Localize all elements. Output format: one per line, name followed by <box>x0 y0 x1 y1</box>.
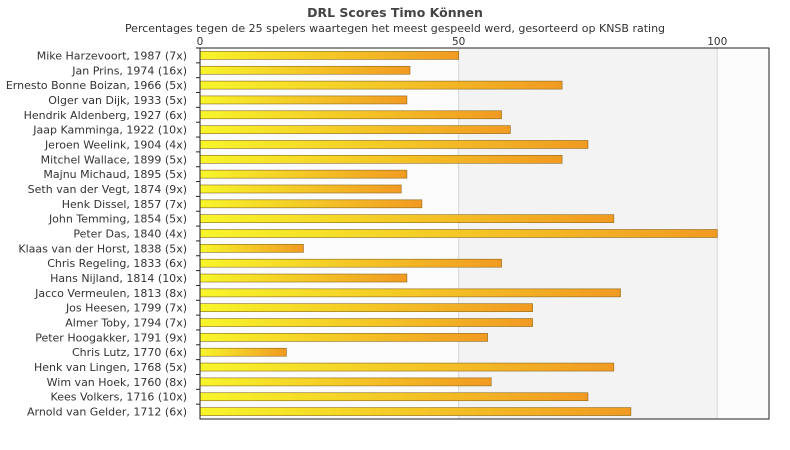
bar <box>199 199 423 209</box>
bar <box>199 362 615 372</box>
chart-subtitle: Percentages tegen de 25 spelers waartege… <box>124 22 666 35</box>
plot-frame <box>199 47 770 420</box>
bar <box>199 392 589 402</box>
bar <box>199 184 402 194</box>
x-tick-label: 0 <box>197 36 204 48</box>
category-label: Peter Hoogakker, 1791 (9x) <box>35 331 187 344</box>
bar <box>199 169 408 179</box>
category-label: Jos Heesen, 1799 (7x) <box>65 302 187 315</box>
category-label: Peter Das, 1840 (4x) <box>73 228 187 241</box>
category-label: Wim van Hoek, 1760 (8x) <box>47 376 187 389</box>
category-label: Jan Prins, 1974 (16x) <box>71 64 187 77</box>
category-label: Mike Harzevoort, 1987 (7x) <box>37 49 187 62</box>
bar <box>199 258 502 268</box>
bar <box>199 347 287 357</box>
category-label: Chris Regeling, 1833 (6x) <box>47 257 187 270</box>
bar <box>199 155 563 164</box>
plot-band <box>717 48 769 419</box>
category-label: Chris Lutz, 1770 (6x) <box>72 346 187 359</box>
bar <box>199 214 615 223</box>
bar <box>199 318 533 327</box>
category-label: Almer Toby, 1794 (7x) <box>65 317 187 330</box>
category-label: Klaas van der Horst, 1838 (5x) <box>18 242 187 255</box>
bar <box>199 377 492 387</box>
bar <box>199 407 632 416</box>
category-label: Jacco Vermeulen, 1813 (8x) <box>34 287 187 300</box>
category-label: Jaap Kamminga, 1922 (10x) <box>32 124 187 137</box>
category-label: Majnu Michaud, 1895 (5x) <box>43 168 187 181</box>
category-label: Seth van der Vegt, 1874 (9x) <box>28 183 187 196</box>
bar <box>199 80 563 90</box>
category-label: Henk van Lingen, 1768 (5x) <box>34 361 187 374</box>
bar <box>199 244 304 253</box>
chart-title: DRL Scores Timo Können <box>307 5 483 20</box>
category-label: Hans Nijland, 1814 (10x) <box>50 272 187 285</box>
bar <box>199 229 718 238</box>
bar <box>199 65 411 75</box>
category-label: Kees Volkers, 1716 (10x) <box>51 391 187 404</box>
x-tick-label: 100 <box>707 36 727 48</box>
bar <box>199 110 502 120</box>
bar <box>199 95 408 105</box>
bar <box>199 333 488 342</box>
category-label: Arnold van Gelder, 1712 (6x) <box>27 406 187 419</box>
category-label: Jeroen Weelink, 1904 (4x) <box>44 138 187 151</box>
category-label: Mitchel Wallace, 1899 (5x) <box>41 153 187 166</box>
bar <box>199 140 589 149</box>
bar <box>199 51 459 60</box>
x-tick-label: 50 <box>452 36 465 48</box>
bar <box>199 125 511 134</box>
bar <box>199 303 533 313</box>
category-label: Olger van Dijk, 1933 (5x) <box>48 94 187 107</box>
category-label: Henk Dissel, 1857 (7x) <box>62 198 187 211</box>
bar <box>199 288 621 298</box>
category-label: John Temming, 1854 (5x) <box>48 213 187 226</box>
bar <box>199 273 408 283</box>
category-label: Ernesto Bonne Boizan, 1966 (5x) <box>6 79 187 92</box>
category-label: Hendrik Aldenberg, 1927 (6x) <box>24 109 187 122</box>
